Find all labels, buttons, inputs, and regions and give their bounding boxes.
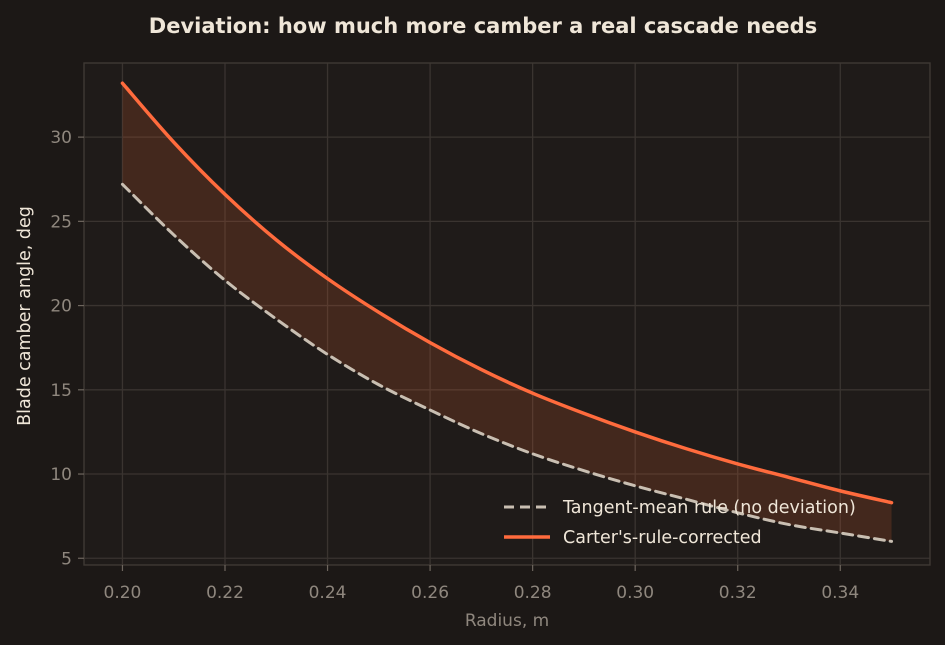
x-tick-label: 0.32	[719, 583, 757, 603]
y-tick-label: 10	[50, 465, 72, 485]
deviation-fill-band	[122, 83, 892, 542]
y-tick-label: 5	[61, 549, 72, 569]
plot-frame	[83, 62, 931, 566]
y-tick-label: 30	[50, 128, 72, 148]
series-line-carter	[120, 81, 894, 505]
fill-band-layer	[122, 83, 892, 542]
x-axis-ticks: 0.20 0.22 0.24 0.26 0.28 0.30 0.32 0.34	[104, 565, 859, 603]
x-tick-label: 0.22	[206, 583, 244, 603]
grid	[84, 63, 930, 565]
x-tick-label: 0.26	[411, 583, 449, 603]
x-axis-label: Radius, m	[465, 611, 549, 631]
x-tick-label: 0.30	[616, 583, 654, 603]
x-tick-label: 0.28	[514, 583, 552, 603]
y-axis-label: Blade camber angle, deg	[15, 206, 35, 426]
y-tick-label: 20	[50, 297, 72, 317]
x-tick-label: 0.20	[104, 583, 142, 603]
series-lines	[120, 81, 894, 543]
chart-title: Deviation: how much more camber a real c…	[149, 14, 817, 38]
y-tick-label: 15	[50, 381, 72, 401]
x-tick-label: 0.24	[309, 583, 347, 603]
y-axis-ticks: 5 10 15 20 25 30	[50, 128, 84, 569]
legend-label-carter: Carter's-rule-corrected	[563, 528, 762, 548]
x-tick-label: 0.34	[821, 583, 859, 603]
y-tick-label: 25	[50, 212, 72, 232]
series-line-tangent-mean	[120, 182, 894, 543]
legend: Tangent-mean rule (no deviation) Carter'…	[504, 498, 856, 548]
legend-label-tangent-mean: Tangent-mean rule (no deviation)	[562, 498, 856, 518]
